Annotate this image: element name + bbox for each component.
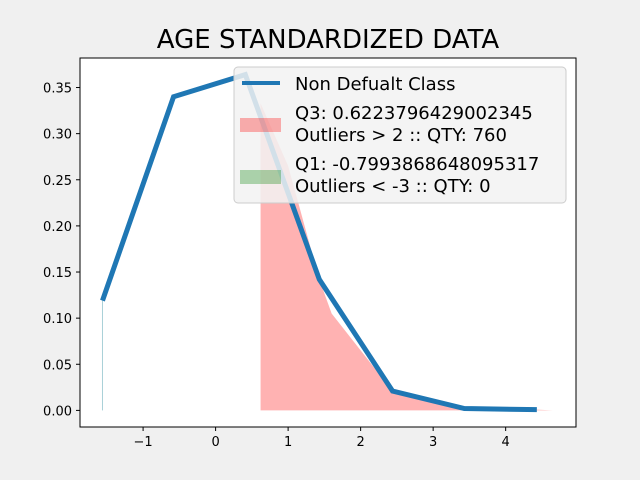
x-tick-label: 4: [502, 435, 510, 450]
y-tick-label: 0.05: [43, 358, 72, 373]
y-tick-label: 0.00: [43, 404, 72, 419]
legend-label-line: Non Defualt Class: [295, 74, 455, 95]
legend-label-q1-line1: Q1: -0.7993868648095317: [295, 154, 539, 175]
series-line-non-default-class: [100, 71, 537, 413]
x-tick-label: 0: [211, 435, 219, 450]
y-tick-label: 0.10: [43, 312, 72, 327]
y-tick-label: 0.30: [43, 128, 72, 143]
legend-label-q3-line2: Outliers > 2 :: QTY: 760: [295, 125, 507, 146]
legend-label-q3-line1: Q3: 0.6223796429002345: [295, 103, 533, 124]
x-axis: −1 0 1 2 3 4: [134, 427, 510, 450]
chart-title: AGE STANDARDIZED DATA: [157, 25, 500, 55]
y-tick-label: 0.15: [43, 266, 72, 281]
legend: Non Defualt Class Q3: 0.6223796429002345…: [233, 66, 567, 204]
legend-box: [233, 66, 567, 204]
x-tick-label: 3: [429, 435, 437, 450]
fill-layer: [260, 103, 553, 411]
legend-red-swatch: [240, 118, 281, 132]
legend-label-q1-line2: Outliers < -3 :: QTY: 0: [295, 176, 491, 197]
line-layer: [100, 71, 537, 413]
x-tick-label: 2: [356, 435, 364, 450]
plot-frame: [79, 57, 577, 428]
outlier-fill-area-high: [260, 103, 553, 411]
y-axis: 0.00 0.05 0.10 0.15 0.20 0.25 0.30 0.35: [43, 82, 80, 419]
legend-green-swatch: [240, 170, 281, 184]
x-tick-label: 1: [284, 435, 292, 450]
y-tick-label: 0.20: [43, 220, 72, 235]
y-tick-label: 0.25: [43, 174, 72, 189]
y-tick-label: 0.35: [43, 82, 72, 97]
x-tick-label: −1: [134, 435, 153, 450]
